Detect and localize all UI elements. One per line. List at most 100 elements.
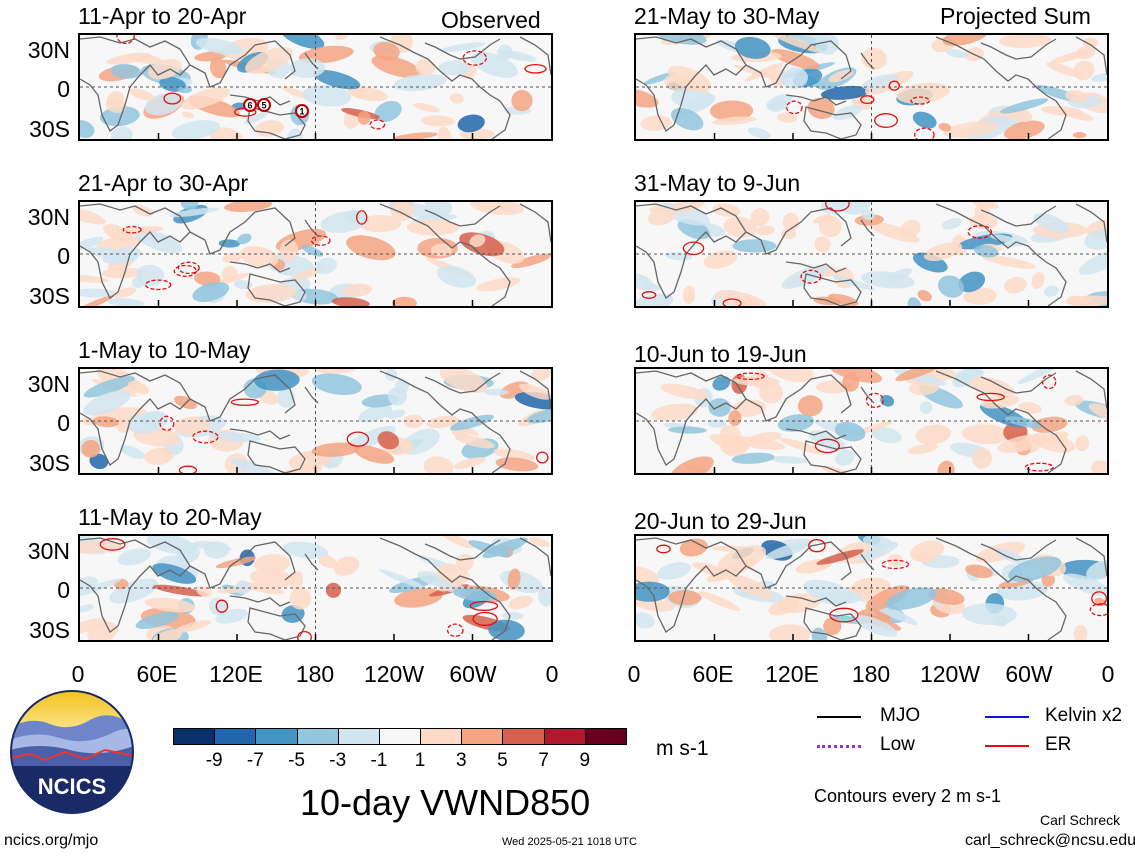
colorbar-swatch xyxy=(378,728,422,745)
anomaly-blob xyxy=(209,127,243,139)
anomaly-blob xyxy=(765,541,811,560)
anomaly-blob xyxy=(526,408,551,424)
anomaly-blob xyxy=(426,415,460,429)
anomaly-blob xyxy=(896,82,950,104)
anomaly-blob xyxy=(128,88,155,101)
x-tick-right-180: 180 xyxy=(851,661,891,687)
anomaly-blob xyxy=(732,436,786,450)
anomaly-blob xyxy=(374,100,402,123)
anomaly-blob xyxy=(1082,37,1098,48)
anomaly-blob xyxy=(651,403,698,422)
anomaly-blob xyxy=(992,615,1008,627)
er-contour xyxy=(1024,462,1054,472)
anomaly-blob xyxy=(245,46,294,74)
anomaly-blob xyxy=(476,277,521,292)
anomaly-blob xyxy=(731,399,767,417)
map-panel-projected-4 xyxy=(634,534,1109,642)
anomaly-blob xyxy=(180,87,230,110)
er-contour xyxy=(786,100,803,115)
anomaly-blob xyxy=(869,222,920,243)
y-tick-30s-row4: 30S xyxy=(29,617,70,643)
anomaly-blob xyxy=(919,401,933,414)
ncics-logo[interactable]: NCICS xyxy=(10,690,134,814)
anomaly-blob xyxy=(1075,435,1090,452)
anomaly-blob xyxy=(820,85,870,100)
map-panel-projected-2 xyxy=(634,200,1109,308)
er-contour xyxy=(346,431,370,447)
map-anomaly-field xyxy=(636,369,1107,473)
legend-mjo-label: MJO xyxy=(880,705,921,726)
y-tick-0-row4: 0 xyxy=(57,577,70,603)
anomaly-blob xyxy=(828,369,883,383)
er-contour xyxy=(116,35,135,45)
anomaly-blob xyxy=(334,35,348,40)
anomaly-blob xyxy=(645,283,661,291)
anomaly-blob xyxy=(709,433,750,451)
anomaly-blob xyxy=(1004,416,1043,429)
anomaly-blob xyxy=(712,376,731,391)
anomaly-blob xyxy=(168,207,220,218)
footer-email[interactable]: carl_schreck@ncsu.edu xyxy=(965,832,1135,849)
y-tick-30s-row1: 30S xyxy=(29,116,70,142)
anomaly-blob xyxy=(277,465,323,473)
colorbar-units: m s-1 xyxy=(656,737,709,760)
anomaly-blob xyxy=(81,439,100,458)
anomaly-blob xyxy=(747,127,771,139)
anomaly-blob xyxy=(106,298,145,306)
anomaly-blob xyxy=(468,540,511,558)
anomaly-blob xyxy=(470,202,524,216)
anomaly-blob xyxy=(438,60,471,76)
anomaly-blob xyxy=(87,621,118,640)
anomaly-blob xyxy=(744,62,784,82)
anomaly-blob xyxy=(1064,394,1084,406)
storm-marker-label: 5 xyxy=(261,101,266,111)
panel-title-projected-4: 20-Jun to 29-Jun xyxy=(634,508,807,534)
anomaly-blob xyxy=(313,69,361,90)
legend-er-line xyxy=(985,745,1029,747)
anomaly-blob xyxy=(715,290,767,306)
storm-marker-circle xyxy=(257,98,271,112)
anomaly-blob xyxy=(756,225,775,236)
anomaly-blob xyxy=(1073,131,1087,139)
anomaly-blob xyxy=(80,288,116,298)
anomaly-blob xyxy=(769,624,811,640)
map-anomaly-field: 6 5 1 xyxy=(80,35,551,139)
anomaly-blob xyxy=(511,253,551,269)
anomaly-blob xyxy=(809,430,846,451)
anomaly-blob xyxy=(780,67,808,89)
er-contour xyxy=(1089,603,1107,617)
anomaly-blob xyxy=(912,111,937,129)
anomaly-blob xyxy=(393,132,438,139)
anomaly-blob xyxy=(813,213,832,224)
colorbar-tick-label: 5 xyxy=(497,750,508,771)
anomaly-blob xyxy=(860,271,915,289)
anomaly-blob xyxy=(148,58,182,80)
anomaly-blob xyxy=(923,242,963,261)
anomaly-blob xyxy=(770,456,808,464)
anomaly-blob xyxy=(192,540,232,552)
anomaly-blob xyxy=(483,388,509,396)
anomaly-blob xyxy=(636,598,675,612)
anomaly-blob xyxy=(961,424,1010,445)
map-anomaly-field xyxy=(80,202,551,306)
projected-sum-label: Projected Sum xyxy=(940,3,1091,29)
anomaly-blob xyxy=(175,620,212,633)
er-contour xyxy=(536,451,549,464)
panel-title-observed-3: 1-May to 10-May xyxy=(78,337,251,363)
anomaly-blob xyxy=(823,617,842,636)
anomaly-blob xyxy=(83,390,131,416)
anomaly-blob xyxy=(682,285,696,304)
anomaly-blob xyxy=(320,211,368,233)
anomaly-blob xyxy=(1091,73,1107,82)
colorbar-tick-label: -1 xyxy=(370,750,388,771)
anomaly-blob xyxy=(117,548,152,566)
footer-url[interactable]: ncics.org/mjo xyxy=(4,832,99,849)
anomaly-blob xyxy=(120,445,145,459)
anomaly-blob xyxy=(511,89,533,112)
anomaly-blob xyxy=(814,236,831,253)
anomaly-blob xyxy=(80,120,95,138)
anomaly-blob xyxy=(423,456,454,473)
anomaly-blob xyxy=(80,236,104,251)
anomaly-blob xyxy=(861,47,887,70)
anomaly-blob xyxy=(1088,403,1107,422)
